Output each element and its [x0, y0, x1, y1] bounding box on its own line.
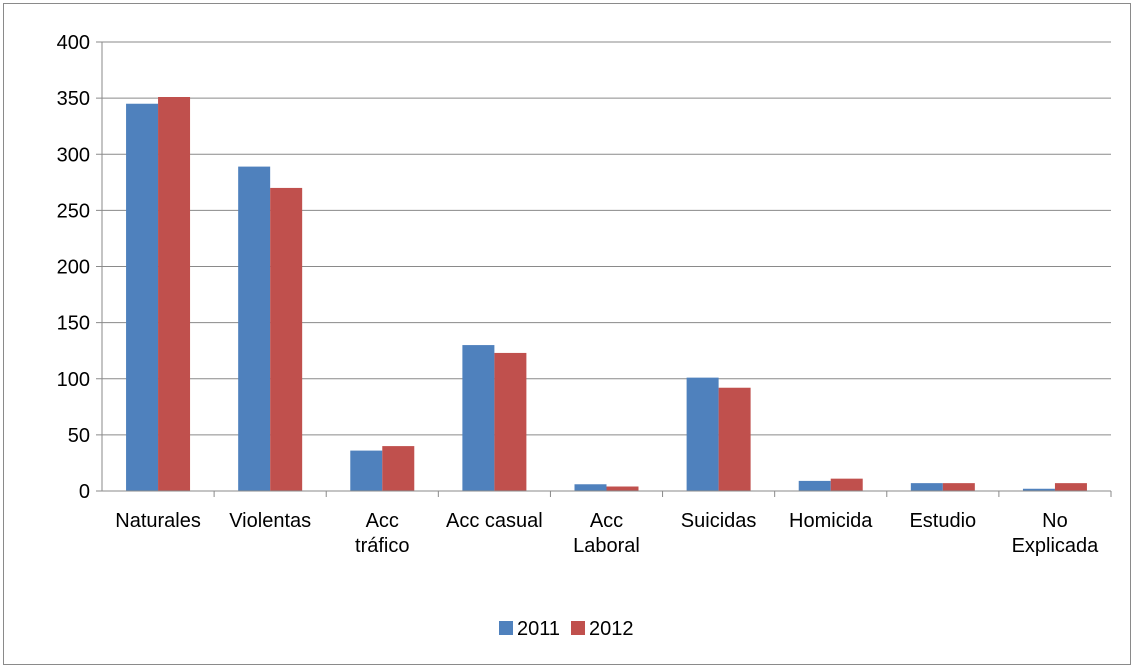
y-tick-label: 100 [57, 369, 90, 391]
bar-2011-2 [350, 450, 383, 491]
y-tick-label: 400 [57, 32, 90, 54]
bar-2011-5 [686, 377, 719, 491]
y-tick-label: 300 [57, 144, 90, 166]
chart-frame: 0 50 100 150 200 250 300 350 400 Naturales Violen… [3, 3, 1131, 665]
legend-label-2011: 2011 [517, 618, 560, 640]
bar-2011-1 [238, 166, 271, 491]
x-tick-label: Acc tráfico [355, 510, 409, 557]
bar-2011-3 [462, 345, 495, 491]
x-tick-label: Violentas [229, 510, 311, 532]
axes [96, 41, 1112, 497]
x-tick-label: Acc casual [446, 510, 543, 532]
legend-label-2012: 2012 [589, 618, 634, 640]
bar-2012-1 [270, 187, 303, 492]
y-tick-label: 250 [57, 200, 90, 222]
bar-2012-6 [830, 478, 863, 491]
y-tick-labels: 0 50 100 150 200 250 300 350 400 [57, 32, 90, 503]
y-tick-label: 350 [57, 88, 90, 110]
bar-2012-5 [718, 387, 751, 491]
x-tick-label: Homicida [789, 510, 873, 532]
bar-2011-0 [126, 103, 159, 492]
bar-chart: 0 50 100 150 200 250 300 350 400 Naturales Violen… [57, 32, 1112, 640]
bar-2012-7 [942, 483, 975, 491]
x-tick-label: Acc Laboral [573, 510, 640, 557]
y-tick-label: 200 [57, 257, 90, 279]
bar-2011-6 [798, 480, 831, 491]
bars [126, 97, 1087, 492]
bar-2011-8 [1022, 488, 1055, 491]
x-tick-label: No Explicada [1012, 510, 1100, 557]
x-tick-label: Naturales [115, 510, 201, 532]
bar-2012-3 [494, 352, 527, 491]
bar-2012-8 [1054, 483, 1087, 491]
x-tick-labels: Naturales Violentas Acc tráfico Acc casual Ac… [115, 510, 1099, 557]
bar-2012-0 [158, 97, 191, 491]
bar-2011-4 [574, 484, 607, 491]
y-tick-label: 150 [57, 313, 90, 335]
legend-swatch-2011 [499, 621, 513, 635]
x-tick-label: Suicidas [681, 510, 757, 532]
bar-2012-2 [382, 446, 415, 491]
x-tick-label: Estudio [909, 510, 976, 532]
legend-swatch-2012 [571, 621, 585, 635]
bar-2012-4 [606, 486, 639, 491]
y-tick-label: 50 [68, 425, 90, 447]
y-tick-label: 0 [79, 481, 90, 503]
legend: 2011 2012 [499, 618, 634, 640]
bar-2011-7 [910, 483, 943, 491]
